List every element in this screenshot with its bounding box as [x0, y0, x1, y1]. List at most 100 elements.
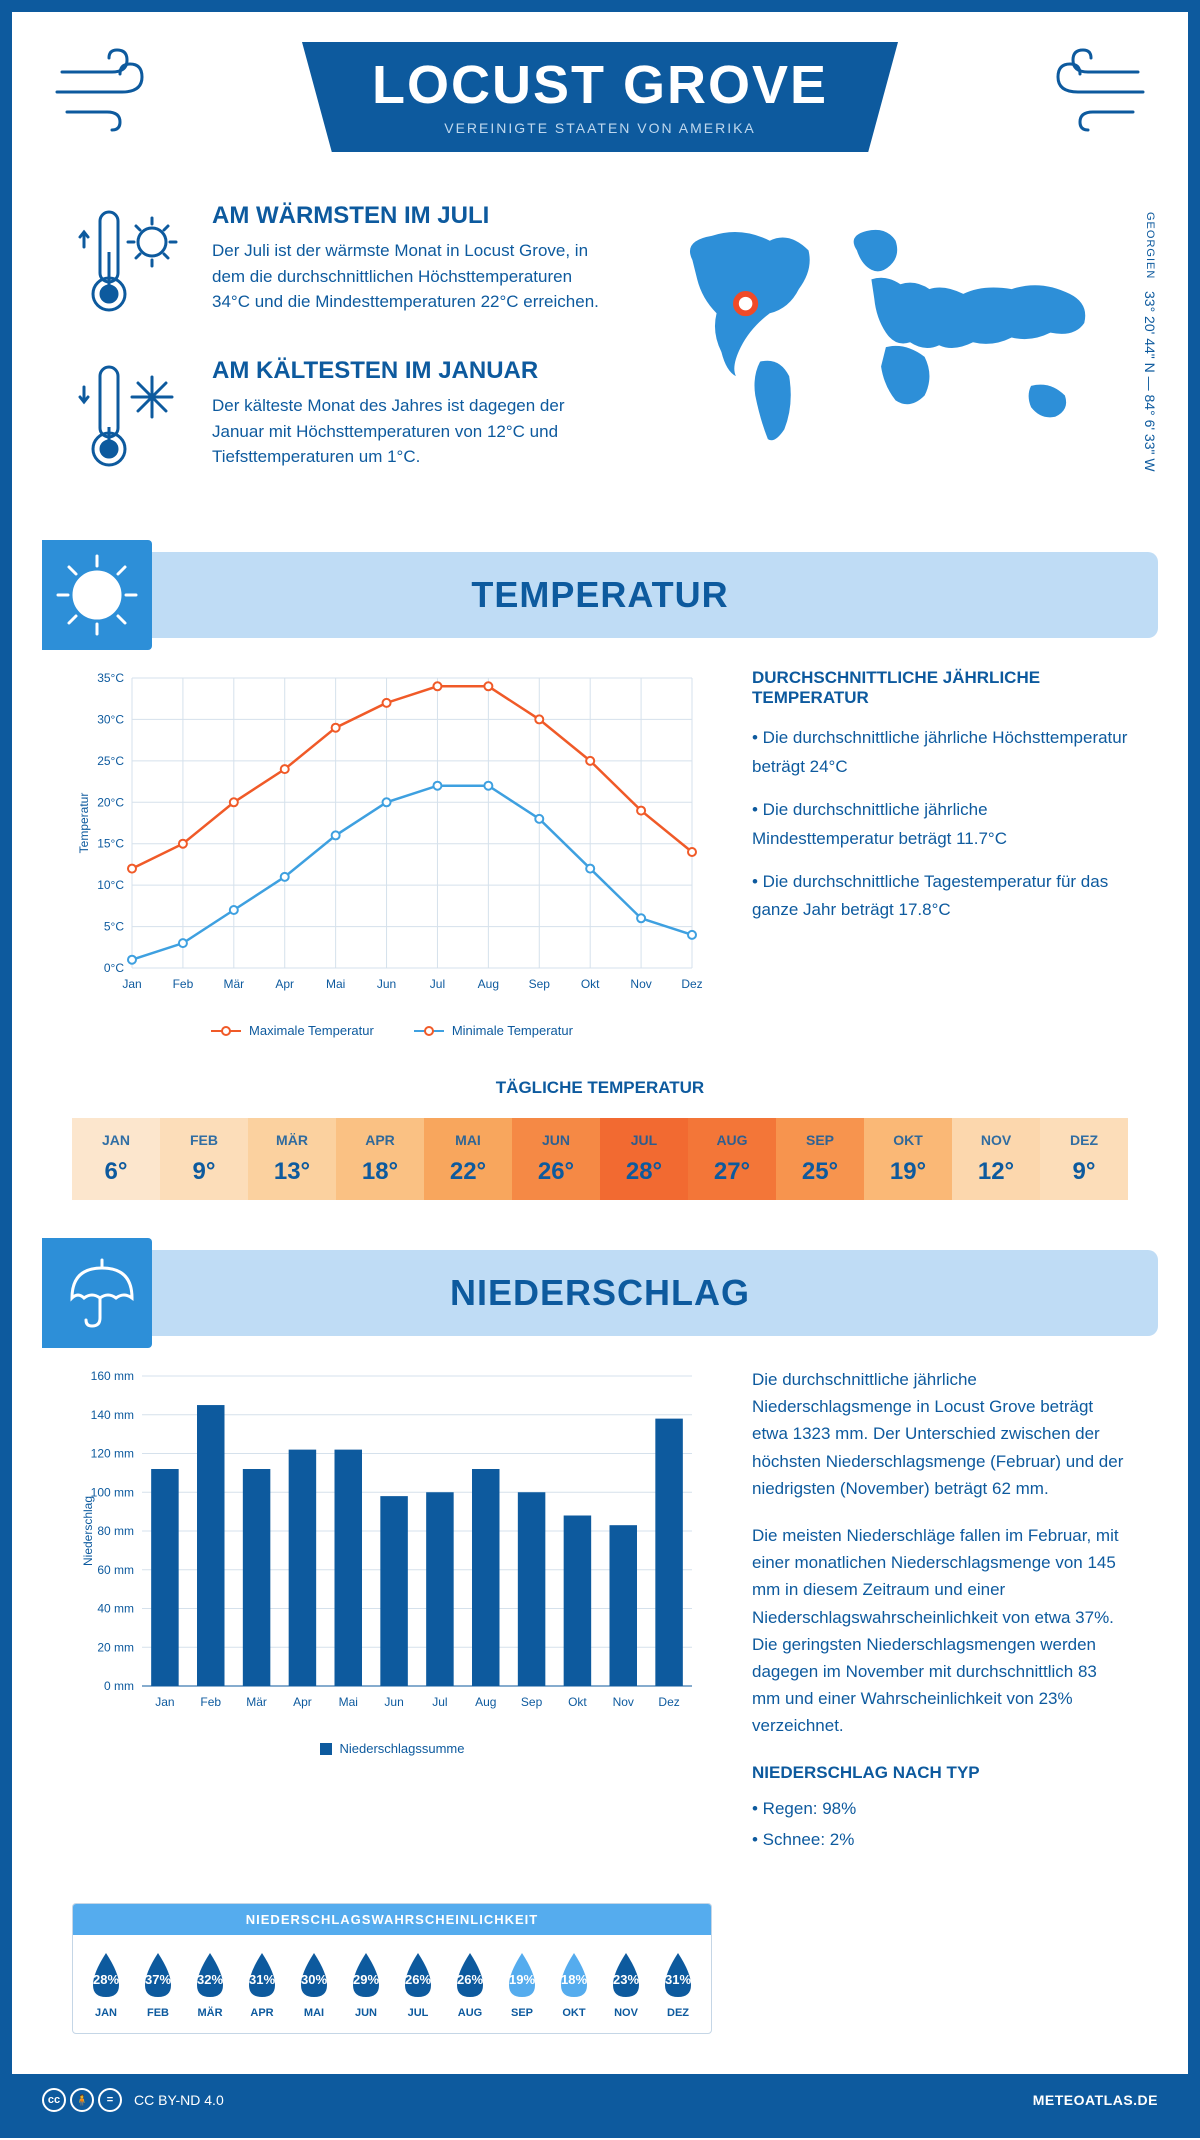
- drop-icon: 26%: [449, 1949, 491, 2001]
- nd-icon: =: [98, 2088, 122, 2112]
- probability-cell: 37% FEB: [133, 1949, 183, 2019]
- svg-text:20 mm: 20 mm: [97, 1640, 134, 1654]
- license-text: CC BY-ND 4.0: [134, 2092, 224, 2108]
- temperature-row: 0°C5°C10°C15°C20°C25°C30°C35°CJanFebMärA…: [12, 668, 1188, 1078]
- wind-icon: [1038, 42, 1148, 137]
- section-title: NIEDERSCHLAG: [42, 1272, 1158, 1314]
- info-paragraph: Die durchschnittliche jährliche Niedersc…: [752, 1366, 1128, 1502]
- legend-item: .legend-sw:nth-child(1)::after{border-co…: [211, 1023, 374, 1038]
- probability-cell: 31% APR: [237, 1949, 287, 2019]
- world-map-icon: [644, 202, 1128, 454]
- drop-icon: 18%: [553, 1949, 595, 2001]
- svg-text:Jul: Jul: [430, 977, 445, 991]
- location-title: LOCUST GROVE: [372, 54, 828, 116]
- section-banner-temperature: TEMPERATUR: [42, 552, 1158, 638]
- svg-text:Sep: Sep: [521, 1695, 543, 1709]
- daily-cell: FEB9°: [160, 1118, 248, 1200]
- info-bullet: • Regen: 98%: [752, 1795, 1128, 1822]
- drop-icon: 26%: [397, 1949, 439, 2001]
- daily-cell: MÄR13°: [248, 1118, 336, 1200]
- svg-text:Jun: Jun: [377, 977, 396, 991]
- info-paragraph: Die meisten Niederschläge fallen im Febr…: [752, 1522, 1128, 1740]
- header: LOCUST GROVE VEREINIGTE STAATEN VON AMER…: [12, 12, 1188, 172]
- daily-cell: JUL28°: [600, 1118, 688, 1200]
- footer-license: cc 🧍 = CC BY-ND 4.0: [42, 2088, 224, 2112]
- fact-body: Der Juli ist der wärmste Monat in Locust…: [212, 238, 604, 315]
- svg-text:100 mm: 100 mm: [91, 1485, 134, 1499]
- info-bullet: • Schnee: 2%: [752, 1826, 1128, 1853]
- svg-text:Mär: Mär: [246, 1695, 267, 1709]
- section-title: TEMPERATUR: [42, 574, 1158, 616]
- probability-cell: 31% DEZ: [653, 1949, 703, 2019]
- svg-text:Niederschlag: Niederschlag: [81, 1496, 95, 1566]
- legend-label: Minimale Temperatur: [452, 1023, 573, 1038]
- precipitation-info: Die durchschnittliche jährliche Niedersc…: [752, 1366, 1128, 1873]
- svg-text:Okt: Okt: [568, 1695, 587, 1709]
- chart-legend: .legend-sw:nth-child(1)::after{border-co…: [72, 1023, 712, 1038]
- coordinates: GEORGIEN 33° 20' 44" N — 84° 6' 33" W: [1142, 212, 1158, 472]
- facts-column: AM WÄRMSTEN IM JULI Der Juli ist der wär…: [72, 202, 604, 512]
- svg-text:10°C: 10°C: [97, 878, 124, 892]
- coords-value: 33° 20' 44" N — 84° 6' 33" W: [1142, 291, 1158, 472]
- drop-icon: 28%: [85, 1949, 127, 2001]
- page: LOCUST GROVE VEREINIGTE STAATEN VON AMER…: [0, 0, 1200, 2138]
- fact-title: AM WÄRMSTEN IM JULI: [212, 202, 604, 230]
- info-subtitle: NIEDERSCHLAG NACH TYP: [752, 1759, 1128, 1786]
- fact-body: Der kälteste Monat des Jahres ist dagege…: [212, 393, 604, 470]
- svg-text:120 mm: 120 mm: [91, 1447, 134, 1461]
- precipitation-row: 0 mm20 mm40 mm60 mm80 mm100 mm120 mm140 …: [12, 1366, 1188, 1903]
- probability-cell: 26% AUG: [445, 1949, 495, 2019]
- svg-text:25°C: 25°C: [97, 754, 124, 768]
- probability-cell: 18% OKT: [549, 1949, 599, 2019]
- fact-text: AM WÄRMSTEN IM JULI Der Juli ist der wär…: [212, 202, 604, 327]
- probability-cell: 26% JUL: [393, 1949, 443, 2019]
- daily-temperature: TÄGLICHE TEMPERATUR JAN6° FEB9° MÄR13° A…: [12, 1078, 1188, 1250]
- drop-icon: 31%: [657, 1949, 699, 2001]
- by-icon: 🧍: [70, 2088, 94, 2112]
- drop-icon: 32%: [189, 1949, 231, 2001]
- region-label: GEORGIEN: [1144, 212, 1156, 279]
- svg-text:Feb: Feb: [200, 1695, 221, 1709]
- daily-cell: MAI22°: [424, 1118, 512, 1200]
- drop-icon: 31%: [241, 1949, 283, 2001]
- drop-icon: 19%: [501, 1949, 543, 2001]
- svg-text:Jan: Jan: [155, 1695, 174, 1709]
- daily-cell: JAN6°: [72, 1118, 160, 1200]
- temperature-chart: 0°C5°C10°C15°C20°C25°C30°C35°CJanFebMärA…: [72, 668, 712, 1038]
- legend-label: Niederschlagssumme: [340, 1741, 465, 1756]
- thermometer-snow-icon: [72, 357, 192, 482]
- drop-icon: 23%: [605, 1949, 647, 2001]
- daily-title: TÄGLICHE TEMPERATUR: [72, 1078, 1128, 1098]
- probability-cell: 23% NOV: [601, 1949, 651, 2019]
- svg-text:Nov: Nov: [613, 1695, 634, 1709]
- daily-cell: DEZ9°: [1040, 1118, 1128, 1200]
- svg-text:20°C: 20°C: [97, 795, 124, 809]
- info-bullet: • Die durchschnittliche jährliche Mindes…: [752, 796, 1128, 854]
- cc-icons: cc 🧍 =: [42, 2088, 122, 2112]
- svg-text:Feb: Feb: [173, 977, 194, 991]
- daily-cell: OKT19°: [864, 1118, 952, 1200]
- svg-text:Dez: Dez: [681, 977, 702, 991]
- probability-cell: 32% MÄR: [185, 1949, 235, 2019]
- thermometer-sun-icon: [72, 202, 192, 327]
- svg-text:Aug: Aug: [478, 977, 499, 991]
- fact-warmest: AM WÄRMSTEN IM JULI Der Juli ist der wär…: [72, 202, 604, 327]
- svg-text:35°C: 35°C: [97, 671, 124, 685]
- probability-cell: 19% SEP: [497, 1949, 547, 2019]
- intro-section: AM WÄRMSTEN IM JULI Der Juli ist der wär…: [12, 172, 1188, 552]
- info-bullet: • Die durchschnittliche Tagestemperatur …: [752, 868, 1128, 926]
- svg-text:Sep: Sep: [529, 977, 551, 991]
- footer-site: METEOATLAS.DE: [1033, 2092, 1158, 2108]
- svg-text:160 mm: 160 mm: [91, 1369, 134, 1383]
- probability-cell: 29% JUN: [341, 1949, 391, 2019]
- svg-text:5°C: 5°C: [104, 920, 124, 934]
- legend-label: Maximale Temperatur: [249, 1023, 374, 1038]
- svg-text:Jun: Jun: [384, 1695, 403, 1709]
- map-column: GEORGIEN 33° 20' 44" N — 84° 6' 33" W: [644, 202, 1128, 512]
- daily-cell: SEP25°: [776, 1118, 864, 1200]
- precipitation-chart: 0 mm20 mm40 mm60 mm80 mm100 mm120 mm140 …: [72, 1366, 712, 1873]
- section-banner-precipitation: NIEDERSCHLAG: [42, 1250, 1158, 1336]
- fact-coldest: AM KÄLTESTEN IM JANUAR Der kälteste Mona…: [72, 357, 604, 482]
- svg-text:Okt: Okt: [581, 977, 600, 991]
- location-subtitle: VEREINIGTE STAATEN VON AMERIKA: [372, 120, 828, 136]
